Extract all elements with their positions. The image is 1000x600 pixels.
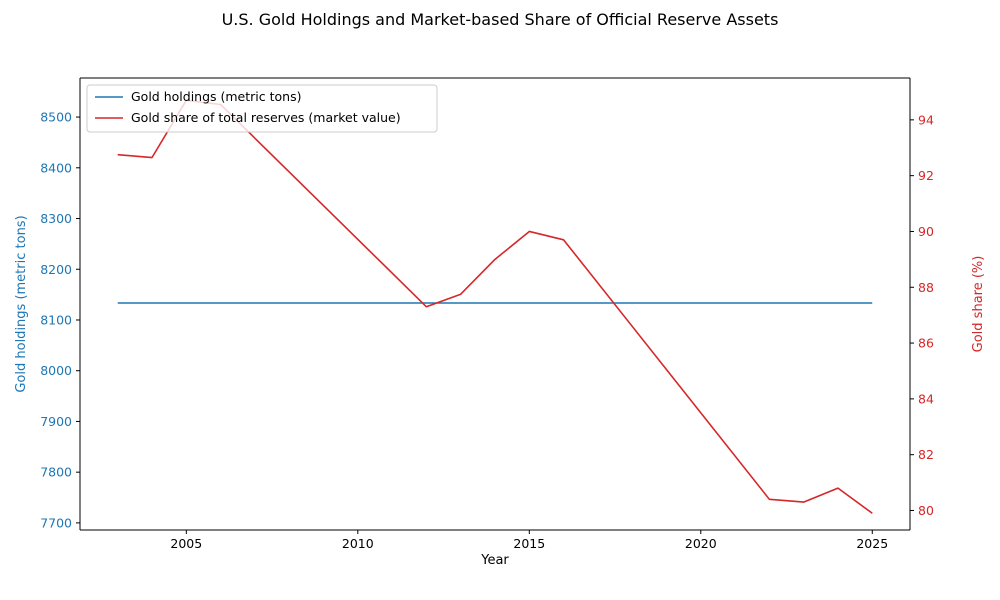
left-tick-label: 7800 xyxy=(40,465,72,480)
x-tick-label: 2010 xyxy=(342,536,374,551)
right-y-axis-title: Gold share (%) xyxy=(971,256,986,353)
x-axis: 2005 2010 2015 2020 2025 xyxy=(170,530,888,551)
right-tick-label: 90 xyxy=(918,224,934,239)
left-tick-label: 7700 xyxy=(40,515,72,530)
legend-label-gold-share: Gold share of total reserves (market val… xyxy=(131,110,401,125)
right-tick-label: 82 xyxy=(918,447,934,462)
left-tick-label: 8500 xyxy=(40,110,72,125)
chart-title: U.S. Gold Holdings and Market-based Shar… xyxy=(222,10,779,29)
right-y-axis: 80 82 84 86 88 90 92 94 xyxy=(910,112,934,518)
right-tick-label: 94 xyxy=(918,112,934,127)
right-tick-label: 86 xyxy=(918,336,934,351)
left-tick-label: 8400 xyxy=(40,160,72,175)
legend-label-gold-holdings: Gold holdings (metric tons) xyxy=(131,89,301,104)
left-tick-label: 8200 xyxy=(40,262,72,277)
right-tick-label: 88 xyxy=(918,280,934,295)
left-tick-label: 7900 xyxy=(40,414,72,429)
left-y-axis: 7700 7800 7900 8000 8100 8200 8300 8400 8500 xyxy=(40,110,80,530)
left-tick-label: 8000 xyxy=(40,363,72,378)
legend: Gold holdings (metric tons) Gold share o… xyxy=(86,84,438,133)
right-tick-label: 80 xyxy=(918,503,934,518)
right-tick-label: 84 xyxy=(918,391,934,406)
x-tick-label: 2020 xyxy=(685,536,717,551)
left-y-axis-title: Gold holdings (metric tons) xyxy=(14,215,29,392)
legend-box xyxy=(86,84,438,133)
plot-area xyxy=(80,78,910,530)
x-tick-label: 2005 xyxy=(170,536,202,551)
plot-frame xyxy=(79,77,911,531)
x-tick-label: 2015 xyxy=(513,536,545,551)
right-tick-label: 92 xyxy=(918,168,934,183)
x-axis-title: Year xyxy=(480,553,509,568)
x-tick-label: 2025 xyxy=(856,536,888,551)
left-tick-label: 8300 xyxy=(40,211,72,226)
left-tick-label: 8100 xyxy=(40,312,72,327)
